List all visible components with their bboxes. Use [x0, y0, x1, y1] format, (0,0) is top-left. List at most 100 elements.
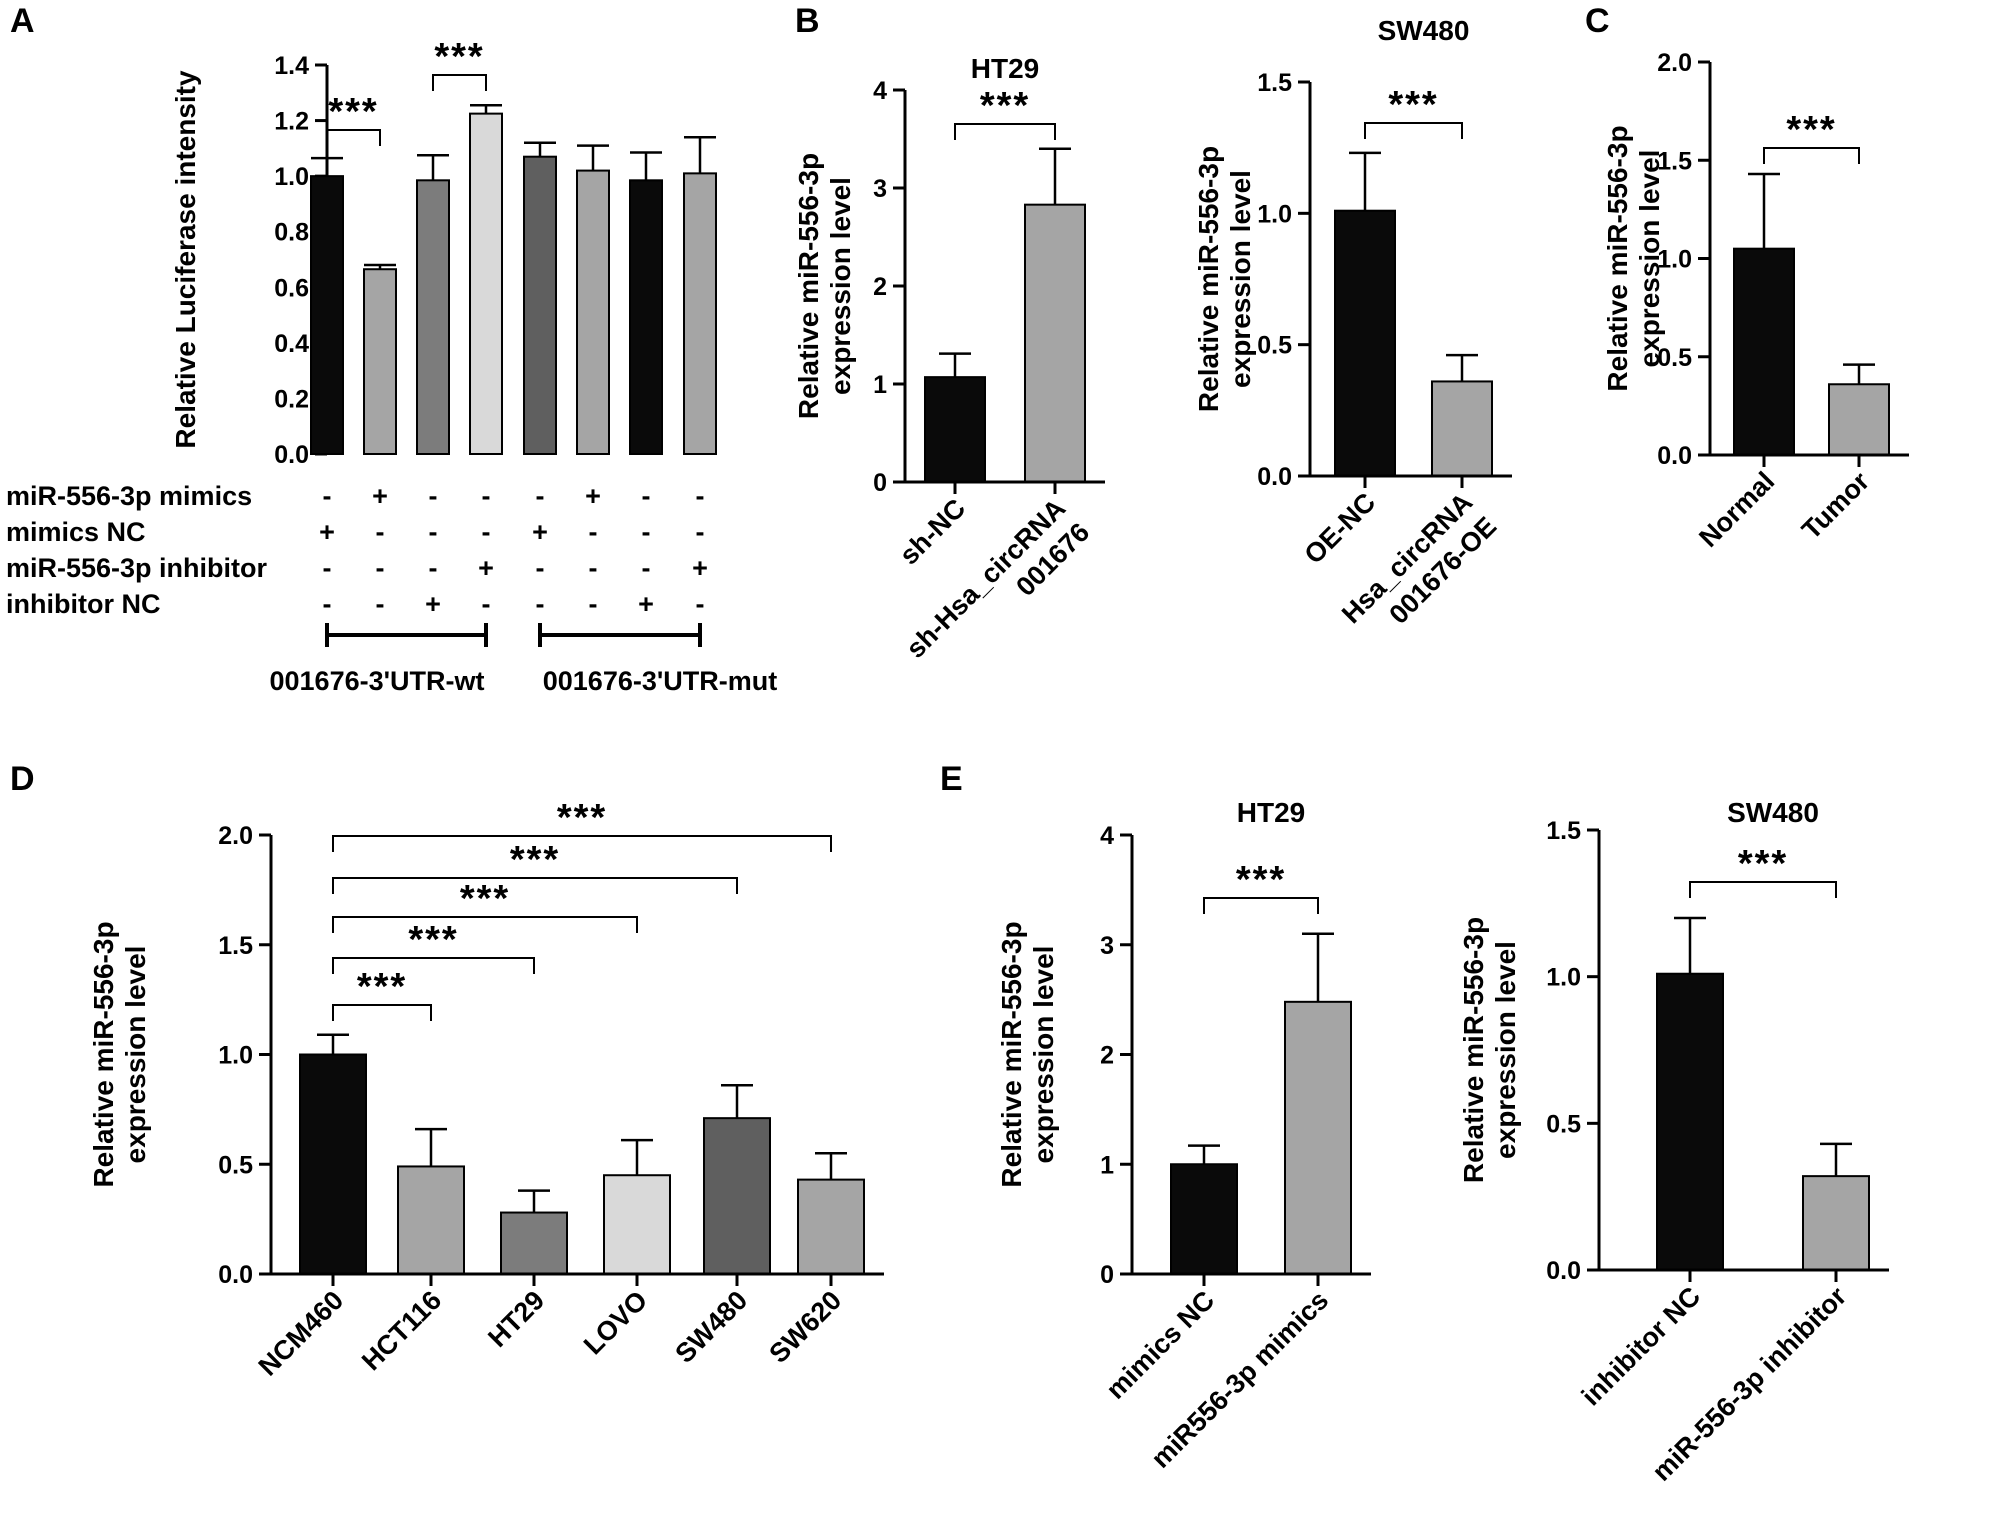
c-bar-1: [1828, 383, 1890, 457]
d-y-label-0: Relative miR-556-3p: [88, 921, 119, 1187]
b1-y-tick-label: 0: [873, 469, 887, 497]
d-y-tick-label: 2.0: [218, 822, 253, 850]
d-category-label-1: HCT116: [356, 1285, 447, 1376]
a-condition-sign: +: [478, 553, 494, 583]
d-y-tick-label: 1.5: [218, 932, 253, 960]
a-bar-1: [363, 268, 397, 455]
a-condition-sign: -: [642, 517, 651, 547]
d-category-label-2: HT29: [482, 1285, 550, 1353]
a-y-tick-label: 1.4: [274, 52, 309, 80]
a-sig-bracket-0: [326, 129, 381, 146]
a-condition-sign: -: [589, 517, 598, 547]
a-y-tick-label: 0.4: [274, 330, 309, 358]
e2-sig-bracket-0: [1689, 881, 1837, 898]
a-condition-sign: -: [589, 553, 598, 583]
a-condition-sign: -: [323, 553, 332, 583]
d-category-label-4: SW480: [669, 1285, 753, 1369]
e2-bar-1: [1802, 1175, 1870, 1271]
b1-y-label-1: expression level: [825, 177, 856, 395]
c-y-tick-label: 2.0: [1657, 49, 1692, 77]
d-y-label-1: expression level: [120, 946, 151, 1164]
a-condition-sign: -: [429, 481, 438, 511]
b1-title: HT29: [971, 53, 1039, 84]
b2-y-label-0: Relative miR-556-3p: [1193, 146, 1224, 412]
d-y-tick-label: 1.0: [218, 1042, 253, 1070]
d-sig-label-3: ***: [510, 839, 560, 881]
a-sig-bracket-1: [432, 74, 487, 91]
a-bar-6: [629, 179, 663, 456]
b1-y-tick-label: 2: [873, 273, 887, 301]
a-y-tick-label: 0.0: [274, 441, 309, 469]
b2-sig-bracket-0: [1364, 122, 1463, 139]
b1-bar-1: [1024, 203, 1086, 483]
e2-category-label-0: inhibitor NC: [1576, 1281, 1706, 1411]
b2-bar-0: [1334, 209, 1396, 477]
e1-y-tick-label: 4: [1100, 822, 1114, 850]
a-condition-label-1: mimics NC: [6, 517, 146, 547]
b2-bar-1: [1431, 380, 1493, 477]
a-condition-sign: +: [638, 589, 654, 619]
a-y-tick-label: 0.6: [274, 274, 309, 302]
e1-category-label-0: mimics NC: [1100, 1285, 1220, 1405]
a-sig-label-0: ***: [328, 91, 378, 133]
a-bar-2: [416, 179, 450, 456]
a-condition-sign: +: [585, 481, 601, 511]
e1-y-tick-label: 1: [1100, 1151, 1114, 1179]
e2-bar-0: [1656, 972, 1724, 1271]
d-bar-3: [603, 1174, 671, 1275]
b2-sig-label-0: ***: [1388, 84, 1438, 126]
a-condition-sign: -: [482, 517, 491, 547]
c-category-label-1: Tumor: [1796, 466, 1876, 546]
e1-y-label-1: expression level: [1028, 946, 1059, 1164]
panel-label-b: B: [795, 2, 820, 40]
d-sig-label-0: ***: [357, 966, 407, 1008]
a-y-tick-label: 0.8: [274, 219, 309, 247]
d-sig-label-2: ***: [460, 878, 510, 920]
a-condition-label-2: miR-556-3p inhibitor: [6, 553, 268, 583]
a-condition-sign: -: [536, 481, 545, 511]
b1-sig-label-0: ***: [980, 85, 1030, 127]
b1-category-label-0: sh-NC: [894, 493, 971, 570]
a-condition-sign: -: [482, 481, 491, 511]
a-condition-sign: +: [319, 517, 335, 547]
a-condition-sign: -: [696, 481, 705, 511]
a-condition-sign: +: [532, 517, 548, 547]
a-bar-4: [523, 155, 557, 455]
d-bar-0: [299, 1053, 367, 1275]
d-sig-bracket-4: [332, 835, 832, 852]
b1-bar-0: [924, 376, 986, 484]
c-y-label-1: expression level: [1634, 150, 1665, 368]
b1-y-label-0: Relative miR-556-3p: [793, 153, 824, 419]
a-condition-sign: -: [589, 589, 598, 619]
e2-y-tick-label: 0.0: [1546, 1257, 1581, 1285]
a-condition-sign: +: [692, 553, 708, 583]
a-condition-sign: -: [429, 517, 438, 547]
d-category-label-3: LOVO: [578, 1285, 653, 1360]
a-bar-3: [469, 112, 503, 455]
e1-y-tick-label: 3: [1100, 932, 1114, 960]
e1-sig-bracket-0: [1203, 897, 1319, 914]
d-sig-label-4: ***: [557, 797, 607, 839]
a-y-label: Relative Luciferase intensity: [170, 70, 201, 449]
a-condition-sign: -: [376, 589, 385, 619]
a-condition-sign: -: [696, 589, 705, 619]
c-category-label-0: Normal: [1693, 466, 1780, 553]
a-condition-sign: -: [696, 517, 705, 547]
b1-y-tick-label: 1: [873, 371, 887, 399]
e1-y-tick-label: 0: [1100, 1261, 1114, 1289]
a-bar-5: [576, 169, 610, 455]
e1-bar-0: [1170, 1163, 1238, 1275]
a-condition-sign: -: [323, 589, 332, 619]
c-bar-0: [1733, 247, 1795, 456]
c-sig-label-0: ***: [1786, 109, 1836, 151]
d-bar-1: [397, 1165, 465, 1275]
panel-label-e: E: [940, 760, 963, 798]
a-bar-0: [310, 175, 344, 455]
a-condition-sign: +: [372, 481, 388, 511]
d-sig-bracket-2: [332, 916, 638, 933]
d-bar-4: [703, 1117, 771, 1276]
a-condition-sign: -: [376, 517, 385, 547]
b2-y-tick-label: 0.0: [1257, 463, 1292, 491]
panel-label-c: C: [1585, 2, 1610, 40]
a-condition-label-0: miR-556-3p mimics: [6, 481, 252, 511]
